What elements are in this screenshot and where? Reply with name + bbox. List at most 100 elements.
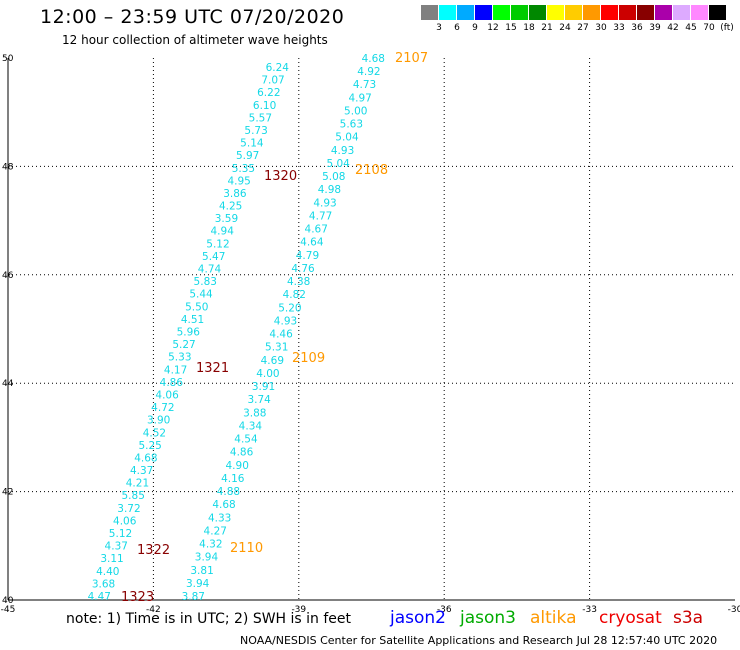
y-tick-label: 50: [2, 54, 14, 64]
track-1320-value: 4.06: [113, 515, 137, 527]
x-tick-label: -42: [146, 605, 161, 615]
legend-tick-label: (ft): [720, 23, 734, 33]
track-1320-value: 3.90: [147, 415, 170, 427]
track-1320-value: 5.73: [244, 125, 267, 137]
track-1320-value: 4.25: [219, 201, 242, 213]
track-1320-value: 3.11: [100, 553, 123, 565]
track-2107-value: 5.00: [344, 105, 367, 117]
legend-tick-label: 15: [505, 23, 517, 33]
track-2107-value: 5.20: [278, 302, 301, 314]
track-2107-value: 4.16: [221, 473, 245, 485]
track-2107-value: 4.00: [256, 368, 279, 380]
legend-tick-label: 42: [667, 23, 679, 33]
pass-label: 2108: [355, 163, 388, 178]
track-1320-value: 5.57: [249, 112, 272, 124]
track-1320-value: 4.68: [134, 452, 157, 464]
satellite-jason3: jason3: [460, 608, 516, 628]
track-1320-value: 5.25: [138, 440, 161, 452]
track-2107-value: 4.46: [269, 329, 293, 341]
track-2107-value: 4.86: [230, 447, 254, 459]
track-2107-value: 3.91: [252, 381, 275, 393]
y-tick-label: 44: [2, 379, 14, 389]
track-2107-value: 5.31: [265, 342, 288, 354]
y-tick-label: 48: [2, 162, 14, 172]
track-2107-value: 4.73: [353, 79, 376, 91]
track-1320-value: 4.17: [164, 364, 187, 376]
legend-tick-label: 70: [703, 23, 715, 33]
legend-swatch: [511, 5, 528, 20]
track-1320-value: 4.21: [126, 478, 149, 490]
track-1320-value: 5.44: [189, 289, 213, 301]
satellite-altika: altika: [530, 608, 577, 628]
x-tick-label: -39: [291, 605, 306, 615]
track-1320-value: 6.22: [257, 87, 280, 99]
track-1320-value: 3.86: [223, 188, 247, 200]
track-2107-value: 4.97: [348, 92, 371, 104]
track-2107-value: 4.64: [300, 237, 324, 249]
legend-swatch: [439, 5, 456, 20]
legend-tick-label: 6: [454, 23, 460, 33]
track-1320-value: 4.47: [88, 591, 111, 603]
track-2107-value: 4.67: [305, 224, 328, 236]
y-tick-label: 42: [2, 488, 13, 498]
track-2107-value: 4.34: [239, 420, 263, 432]
track-1320-value: 3.72: [117, 503, 140, 515]
track-1320-value: 6.10: [253, 100, 276, 112]
page-subtitle: 12 hour collection of altimeter wave hei…: [62, 33, 328, 47]
track-1320-value: 5.35: [232, 163, 255, 175]
track-1320-value: 4.51: [181, 314, 204, 326]
legend-tick-label: 9: [472, 23, 478, 33]
track-2107-value: 4.93: [313, 197, 336, 209]
track-1320-value: 5.96: [177, 327, 201, 339]
track-2107-value: 4.69: [261, 355, 284, 367]
x-tick-label: -30: [728, 605, 740, 615]
legend-swatch: [583, 5, 600, 20]
track-2107-value: 4.98: [318, 184, 341, 196]
track-2107-value: 3.94: [195, 552, 219, 564]
track-1320-value: 5.27: [172, 339, 195, 351]
legend-tick-label: 12: [487, 23, 499, 33]
legend-swatch: [601, 5, 618, 20]
track-1320-value: 4.52: [143, 427, 166, 439]
track-2107-value: 4.93: [274, 315, 297, 327]
track-2107-value: 5.04: [326, 158, 350, 170]
track-2107-value: 5.63: [340, 119, 363, 131]
satellite-s3a: s3a: [673, 608, 704, 628]
track-2107-value: 4.88: [217, 486, 240, 498]
legend-swatch: [637, 5, 654, 20]
track-2107-value: 4.27: [204, 525, 227, 537]
track-1320-value: 3.59: [215, 213, 238, 225]
track-1320-value: 5.47: [202, 251, 225, 263]
track-1320-value: 4.74: [198, 264, 222, 276]
track-2107-value: 3.88: [243, 407, 266, 419]
track-2107-value: 4.90: [226, 460, 249, 472]
legend-tick-label: 27: [577, 23, 589, 33]
pass-label: 1323: [121, 590, 154, 605]
satellite-cryosat: cryosat: [599, 608, 662, 628]
track-1320-value: 5.85: [122, 490, 145, 502]
legend-swatch: [619, 5, 636, 20]
footer-note: note: 1) Time is in UTC; 2) SWH is in fe…: [66, 611, 352, 627]
page-title: 12:00 – 23:59 UTC 07/20/2020: [40, 6, 345, 28]
legend-swatch: [475, 5, 492, 20]
track-1320-value: 4.40: [96, 566, 119, 578]
track-1320-value: 4.06: [155, 389, 179, 401]
track-2107-value: 4.68: [362, 53, 385, 65]
track-1320-value: 4.37: [105, 541, 128, 553]
track-1320-value: 6.24: [266, 62, 290, 74]
legend-swatch: [421, 5, 438, 20]
legend-swatch: [691, 5, 708, 20]
track-2107-value: 3.87: [182, 591, 205, 603]
legend-tick-label: 33: [613, 23, 625, 33]
track-1320-value: 5.12: [206, 238, 229, 250]
track-2107-value: 4.93: [331, 145, 354, 157]
x-tick-label: -45: [1, 605, 16, 615]
track-2107-value: 4.92: [357, 66, 380, 78]
track-2107-value: 4.33: [208, 512, 231, 524]
track-1320-value: 5.33: [168, 352, 191, 364]
track-2107-value: 4.32: [199, 539, 222, 551]
track-1320-value: 3.68: [92, 578, 115, 590]
track-2107-value: 4.54: [234, 434, 258, 446]
track-1320-value: 4.37: [130, 465, 153, 477]
